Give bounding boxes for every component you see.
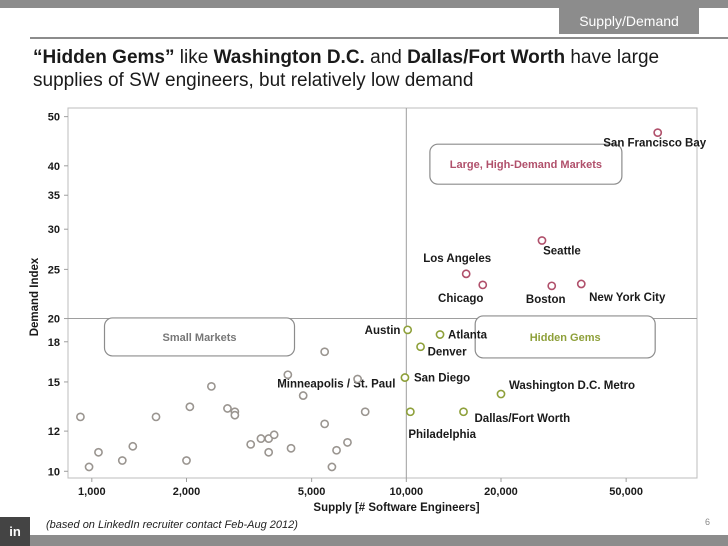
header-rule	[30, 37, 728, 39]
x-tick-label: 2,000	[173, 486, 201, 498]
data-point-small	[320, 347, 330, 357]
data-label: Minneapolis / St. Paul	[277, 379, 395, 391]
data-point-high	[653, 128, 663, 138]
x-tick-label: 1,000	[78, 486, 106, 498]
headline-part1: “Hidden Gems”	[33, 47, 175, 68]
x-tick-label: 20,000	[484, 486, 518, 498]
data-label: Boston	[526, 294, 566, 306]
quadrant-label-gem: Hidden Gems	[530, 332, 601, 344]
data-label: San Diego	[414, 373, 470, 385]
data-point-gem	[405, 407, 415, 417]
data-label: Chicago	[438, 293, 483, 305]
data-point-gem	[496, 389, 506, 399]
quadrant-box-gem	[474, 315, 656, 359]
data-point-small	[230, 410, 240, 420]
data-point-small	[360, 407, 370, 417]
y-tick-label: 15	[48, 377, 60, 389]
data-point-small	[298, 391, 308, 400]
data-label: San Francisco Bay	[603, 138, 707, 150]
page-number: 6	[705, 517, 711, 527]
y-tick-label: 20	[48, 314, 60, 326]
data-point-high	[547, 281, 557, 291]
data-point-small	[246, 439, 256, 449]
data-label: Denver	[428, 347, 468, 359]
y-tick-label: 10	[48, 466, 60, 478]
data-point-small	[128, 441, 138, 451]
data-label: New York City	[589, 292, 666, 304]
y-tick-label: 35	[48, 190, 60, 202]
data-point-gem	[403, 325, 413, 335]
data-point-small	[84, 462, 94, 472]
quadrant-box-high	[429, 143, 623, 185]
data-point-small	[117, 456, 127, 465]
data-point-high	[478, 280, 488, 290]
data-point-small	[353, 374, 362, 384]
y-tick-label: 40	[48, 161, 60, 173]
data-point-high	[537, 236, 547, 245]
data-point-small	[283, 370, 293, 380]
data-point-high	[461, 269, 471, 279]
data-point-small	[223, 404, 232, 413]
data-point-small	[327, 462, 337, 472]
data-point-small	[94, 447, 103, 457]
data-label: Seattle	[543, 246, 581, 258]
quadrant-label-high: Large, High-Demand Markets	[450, 159, 602, 171]
y-tick-label: 18	[48, 337, 60, 349]
data-point-small	[264, 447, 274, 457]
quadrant-label-small: Small Markets	[163, 332, 237, 344]
headline-part6: have large supplies of SW engineers, but…	[33, 47, 660, 91]
data-point-small	[256, 434, 266, 443]
y-axis-title: Demand Index	[29, 257, 41, 336]
data-label: Dallas/Fort Worth	[475, 413, 571, 425]
x-tick-label: 5,000	[298, 486, 326, 498]
section-tag: Supply/Demand	[559, 8, 699, 34]
data-label: Los Angeles	[423, 253, 491, 265]
data-point-small	[76, 412, 85, 422]
headline: “Hidden Gems” like Washington D.C. and D…	[33, 46, 713, 92]
data-point-gem	[416, 342, 425, 352]
data-label: Atlanta	[448, 330, 488, 342]
y-tick-label: 12	[48, 426, 60, 438]
data-point-gem	[435, 330, 445, 339]
data-point-small	[182, 456, 191, 465]
data-point-small	[286, 443, 296, 453]
headline-part5: Dallas/Fort Worth	[407, 47, 566, 68]
x-tick-label: 10,000	[389, 486, 423, 498]
data-point-small	[332, 445, 341, 455]
footnote: (based on LinkedIn recruiter contact Feb…	[40, 518, 304, 532]
data-point-high	[576, 279, 586, 289]
data-point-small	[343, 438, 352, 447]
linkedin-logo-icon: in	[0, 517, 30, 546]
data-point-gem	[400, 373, 410, 382]
y-tick-label: 50	[48, 112, 60, 124]
headline-part3: Washington D.C.	[213, 47, 365, 68]
data-label: Philadelphia	[408, 429, 476, 441]
plot-frame	[67, 107, 698, 479]
x-axis-title: Supply [# Software Engineers]	[313, 502, 479, 514]
headline-part2: like	[174, 47, 214, 68]
data-point-small	[320, 419, 330, 429]
data-point-small	[151, 412, 161, 422]
y-tick-label: 30	[48, 224, 60, 236]
data-point-small	[269, 430, 279, 440]
headline-part4: and	[364, 47, 408, 68]
top-bar	[0, 0, 728, 8]
data-point-small	[206, 381, 216, 391]
data-label: Washington D.C. Metro	[509, 380, 635, 392]
data-point-gem	[459, 407, 468, 417]
y-tick-label: 25	[48, 264, 60, 276]
data-label: Austin	[365, 325, 401, 337]
data-point-small	[185, 402, 195, 412]
quadrant-box-small	[103, 317, 296, 357]
x-tick-label: 50,000	[609, 486, 643, 498]
